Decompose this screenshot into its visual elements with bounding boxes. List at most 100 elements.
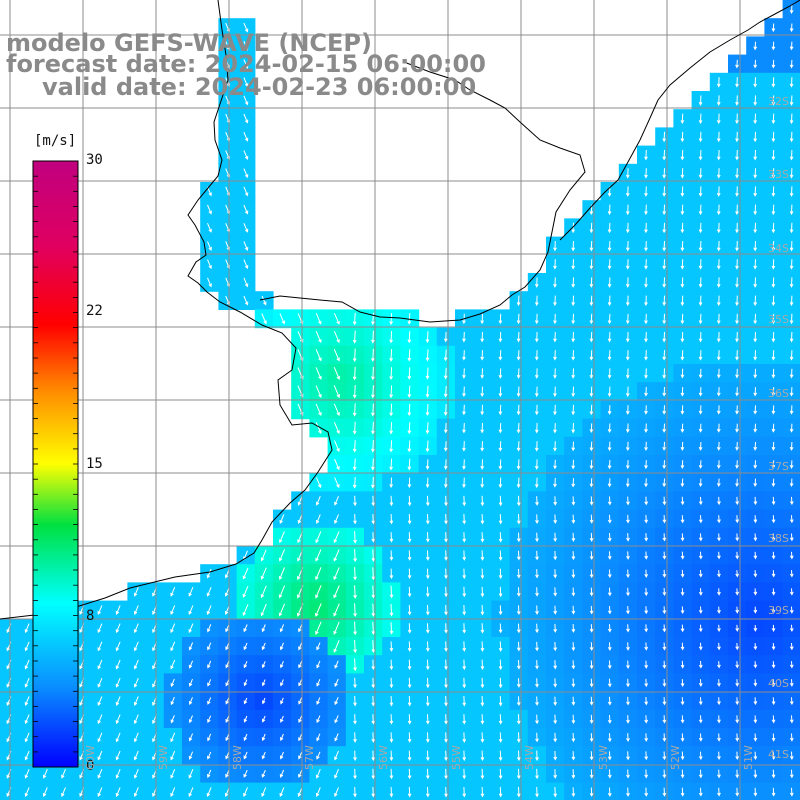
wind-arrow — [607, 696, 612, 706]
wind-arrow — [735, 697, 740, 706]
wind-arrow — [771, 313, 776, 325]
wind-arrow — [206, 568, 212, 579]
wind-arrow — [389, 585, 394, 599]
wind-arrow — [589, 222, 594, 234]
wind-arrow — [443, 385, 448, 398]
wind-arrow — [24, 659, 30, 670]
wind-arrow — [316, 733, 321, 742]
wind-arrow — [753, 441, 758, 451]
wind-arrow — [315, 567, 322, 581]
wind-arrow — [716, 331, 721, 343]
wind-arrow — [480, 331, 485, 343]
wind-arrow — [789, 149, 794, 161]
wind-arrow — [698, 240, 703, 252]
wind-arrow — [644, 295, 648, 307]
wind-arrow — [407, 786, 412, 798]
wind-arrow — [789, 624, 794, 633]
wind-arrow — [462, 695, 467, 707]
wind-arrow — [279, 769, 285, 778]
wind-arrow — [462, 623, 467, 634]
wind-arrow — [389, 550, 394, 561]
wind-arrow — [789, 313, 794, 325]
wind-arrow — [333, 313, 340, 325]
wind-arrow — [644, 441, 648, 452]
wind-arrow — [261, 733, 266, 742]
wind-arrow — [480, 441, 485, 452]
wind-arrow — [425, 732, 430, 743]
wind-arrow — [115, 769, 121, 779]
wind-arrow — [443, 331, 448, 343]
wind-arrow — [480, 768, 485, 780]
wind-arrow — [170, 678, 175, 688]
wind-arrow — [443, 459, 448, 470]
lat-label: 41S — [768, 748, 789, 761]
lon-label: 60W — [84, 745, 97, 770]
wind-arrow — [553, 477, 557, 488]
wind-arrow — [188, 587, 194, 597]
wind-arrow — [644, 478, 648, 488]
wind-arrow — [735, 204, 739, 216]
wind-arrow — [753, 186, 758, 197]
wind-arrow — [371, 421, 375, 435]
wind-arrow — [207, 642, 212, 651]
wind-arrow — [644, 715, 649, 724]
wind-arrow — [607, 331, 612, 343]
wind-arrow — [389, 477, 394, 489]
wind-arrow — [97, 732, 103, 743]
wind-arrow — [753, 204, 758, 216]
wind-arrow — [280, 661, 284, 669]
wind-arrow — [680, 569, 685, 578]
wind-arrow — [462, 331, 466, 343]
wind-arrow — [279, 514, 285, 524]
wind-arrow — [553, 331, 557, 343]
wind-arrow — [534, 277, 539, 288]
wind-arrow — [680, 751, 685, 761]
wind-arrow — [243, 661, 248, 669]
wind-arrow — [462, 714, 467, 725]
wind-arrow — [753, 387, 758, 397]
wind-arrow — [771, 131, 776, 143]
wind-arrow — [589, 313, 594, 325]
wind-arrow — [698, 441, 703, 451]
wind-arrow — [735, 423, 739, 433]
wind-arrow — [789, 368, 794, 379]
lon-label: 57W — [303, 745, 316, 770]
wind-arrow — [407, 331, 412, 344]
wind-arrow — [625, 204, 630, 216]
wind-arrow — [425, 403, 430, 417]
wind-arrow — [662, 569, 667, 578]
wind-arrow — [498, 586, 503, 598]
wind-arrow — [589, 587, 594, 597]
wind-arrow — [789, 496, 794, 506]
wind-arrow — [371, 750, 376, 762]
wind-arrow — [462, 768, 467, 780]
wind-arrow — [243, 95, 249, 106]
wind-arrow — [753, 41, 758, 51]
wind-arrow — [644, 313, 648, 325]
wind-arrow — [753, 551, 758, 560]
wind-arrow — [425, 495, 430, 507]
wind-arrow — [443, 404, 448, 416]
wind-arrow — [334, 733, 339, 742]
wind-arrow — [698, 405, 703, 415]
wind-arrow — [444, 750, 448, 762]
wind-arrow — [607, 605, 612, 615]
lat-label: 37S — [768, 460, 789, 473]
wind-arrow — [553, 259, 557, 270]
wind-arrow — [625, 441, 630, 452]
wind-arrow — [789, 751, 794, 761]
wind-arrow — [352, 384, 357, 399]
wind-arrow — [425, 786, 430, 798]
wind-arrow — [353, 549, 357, 563]
wind-arrow — [753, 423, 758, 433]
wind-arrow — [389, 403, 394, 417]
wind-arrow — [315, 531, 322, 544]
wind-arrow — [644, 787, 649, 797]
wind-arrow — [498, 331, 503, 343]
wind-arrow — [24, 714, 30, 725]
wind-arrow — [516, 768, 521, 780]
wind-arrow — [607, 240, 612, 252]
wind-arrow — [225, 733, 230, 742]
wind-arrow — [607, 259, 612, 270]
